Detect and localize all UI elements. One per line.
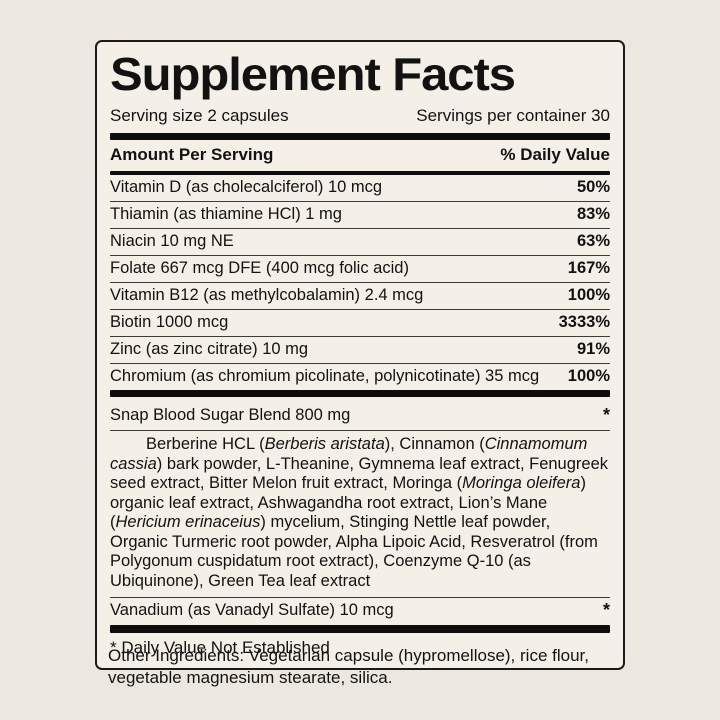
nutrient-name: Thiamin (as thiamine HCl) 1 mg	[110, 205, 342, 224]
daily-value-footnote: * Daily Value Not Established	[110, 638, 330, 658]
blend-title-row: Snap Blood Sugar Blend 800 mg *	[110, 401, 610, 430]
column-header-row: Amount Per Serving % Daily Value	[110, 140, 610, 171]
nutrient-daily-value: 167%	[567, 259, 610, 278]
other-ingredients-text: Other Ingredients: Vegetarian capsule (h…	[108, 646, 589, 687]
nutrient-name: Folate 667 mcg DFE (400 mcg folic acid)	[110, 259, 409, 278]
nutrient-name: Biotin 1000 mcg	[110, 313, 229, 332]
serving-info-row: Serving size 2 capsules Servings per con…	[110, 104, 610, 133]
thick-divider-blend	[110, 390, 610, 398]
nutrient-row: Zinc (as zinc citrate) 10 mg 91%	[110, 336, 610, 363]
nutrient-daily-value: 100%	[567, 286, 610, 305]
vanadium-row: Vanadium (as Vanadyl Sulfate) 10 mcg *	[110, 598, 610, 625]
botanical-name-italic: Hericium erinaceius	[115, 513, 261, 532]
nutrient-row: Folate 667 mcg DFE (400 mcg folic acid) 1…	[110, 255, 610, 282]
nutrient-row: Vitamin B12 (as methylcobalamin) 2.4 mcg…	[110, 282, 610, 309]
nutrient-name: Zinc (as zinc citrate) 10 mg	[110, 340, 309, 359]
amount-per-serving-header: Amount Per Serving	[110, 145, 274, 165]
nutrient-daily-value: 63%	[576, 232, 610, 251]
serving-size-text: Serving size 2 capsules	[110, 106, 289, 126]
blend-text: ) bark powder, L-Theanine, Gymnema leaf …	[110, 454, 609, 493]
blend-description: Berberine HCL (Berberis aristata), Cinna…	[110, 431, 610, 597]
nutrient-row: Vitamin D (as cholecalciferol) 10 mcg 50%	[110, 175, 610, 201]
botanical-name-italic: Berberis aristata	[264, 435, 385, 454]
nutrient-name: Chromium (as chromium picolinate, polyni…	[110, 367, 540, 386]
botanical-name-italic: Cinnamomum cassia	[110, 435, 588, 473]
blend-daily-value-asterisk: *	[602, 405, 610, 426]
vanadium-name: Vanadium (as Vanadyl Sulfate) 10 mcg	[110, 601, 394, 620]
blend-name: Snap Blood Sugar Blend 800 mg	[110, 406, 351, 425]
blend-text: ) mycelium, Stinging Nettle leaf powder,…	[110, 513, 598, 590]
nutrient-name: Niacin 10 mg NE	[110, 232, 234, 251]
blend-text: Berberine HCL (	[146, 435, 265, 454]
hairline-under-blend-title	[110, 430, 610, 432]
botanical-name-italic: Moringa oleifera	[462, 474, 581, 493]
blend-text: ) organic leaf extract, Ashwagandha root…	[110, 474, 586, 532]
nutrient-table: Vitamin D (as cholecalciferol) 10 mcg 50%…	[110, 175, 610, 390]
nutrient-daily-value: 83%	[576, 205, 610, 224]
nutrient-daily-value: 50%	[576, 178, 610, 197]
medium-divider-header	[110, 171, 610, 176]
nutrient-row: Niacin 10 mg NE 63%	[110, 228, 610, 255]
nutrient-row: Chromium (as chromium picolinate, polyni…	[110, 363, 610, 390]
supplement-facts-title: Supplement Facts	[110, 48, 516, 100]
nutrient-row: Biotin 1000 mcg 3333%	[110, 309, 610, 336]
supplement-facts-panel: Supplement Facts Serving size 2 capsules…	[95, 40, 625, 671]
hairline-above-vanadium	[110, 597, 610, 599]
nutrient-name: Vitamin B12 (as methylcobalamin) 2.4 mcg	[110, 286, 424, 305]
thick-divider-bottom	[110, 625, 610, 634]
blend-text: ), Cinnamon (	[384, 435, 485, 454]
nutrient-daily-value: 3333%	[558, 313, 610, 332]
nutrient-daily-value: 100%	[567, 367, 610, 386]
servings-per-container-text: Servings per container 30	[416, 106, 610, 126]
daily-value-header: % Daily Value	[500, 145, 610, 165]
nutrient-name: Vitamin D (as cholecalciferol) 10 mcg	[110, 178, 383, 197]
thick-divider-top	[110, 133, 610, 141]
nutrient-daily-value: 91%	[576, 340, 610, 359]
nutrient-row: Thiamin (as thiamine HCl) 1 mg 83%	[110, 201, 610, 228]
vanadium-daily-value-asterisk: *	[602, 600, 610, 621]
